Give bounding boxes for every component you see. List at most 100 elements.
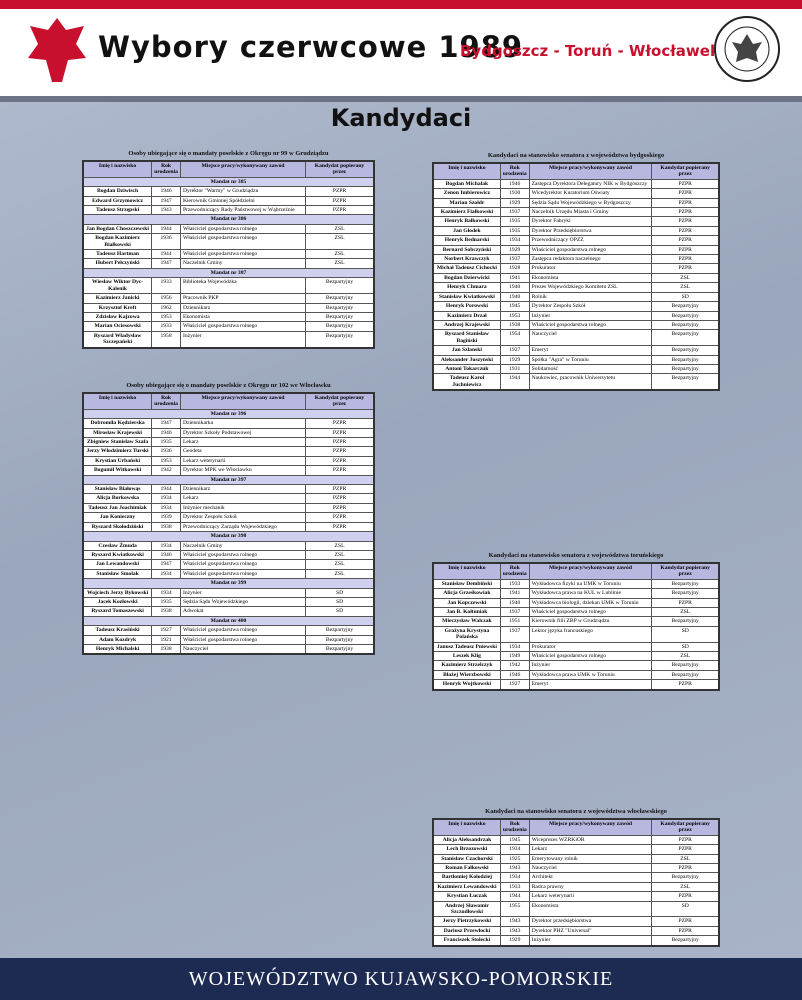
- candidate-row: Andrzej Sławomir Szczudłowski 1955 Ekonomi…: [432, 900, 720, 918]
- cell: Alicja Grześkowiak: [432, 588, 501, 599]
- cell: 1944: [151, 223, 181, 235]
- cell: 1933: [151, 277, 181, 295]
- cell: PZPR: [651, 263, 720, 274]
- cell: Henryk Chmara: [432, 282, 501, 293]
- candidate-row: Kazimierz Fiałkowski 1937 Naczelnik Urzędu…: [432, 207, 720, 218]
- candidate-row: Kazimierz Lewandowski 1933 Radca prawny ZSL: [432, 881, 720, 893]
- cell: PZPR: [305, 205, 375, 216]
- heading: Kandydaci: [330, 104, 472, 132]
- cell: ZSL: [305, 549, 375, 561]
- cell: Mandat nr 397: [82, 474, 375, 486]
- cell: PZPR: [305, 186, 375, 197]
- cell: Bezpartyjny: [305, 625, 375, 636]
- cell: 1934: [499, 235, 530, 246]
- candidate-row: Stanisław Kwiatkowski 1940 Rolnik SD: [432, 291, 720, 303]
- cell: Andrzej Sławomir Szczudłowski: [432, 900, 501, 918]
- cell: 1942: [499, 660, 530, 671]
- candidate-row: Jan Lewandowski 1947 Właściciel gospodarst…: [82, 559, 375, 570]
- candidate-row: Michał Tadeusz Cichocki 1928 Prokurator PZP…: [432, 263, 720, 274]
- cell: Jan Głodek: [432, 225, 501, 237]
- cell: Ryszard Stanisław Bagiński: [432, 329, 501, 347]
- cell: 1929: [499, 197, 530, 209]
- cell: Naukowiec, pracownik Uniwersytetu: [528, 373, 653, 391]
- cell: 1949: [499, 651, 530, 662]
- cell: Roman Fałkowski: [432, 863, 501, 874]
- cell: Bezpartyjny: [651, 578, 720, 590]
- cell: 1937: [499, 607, 530, 618]
- cell: Bezpartyjny: [305, 321, 375, 332]
- cell: Właściciel gospodarstwa rolnego: [179, 223, 307, 235]
- cell: Adam Kozdryk: [82, 634, 153, 645]
- candidate-row: Alicja Grześkowiak 1941 Wykładowca prawa n…: [432, 588, 720, 599]
- candidate-row: Jacek Kozłowski 1935 Sędzia Sądu Wojewódzk…: [82, 596, 375, 608]
- cell: 1945: [499, 301, 530, 312]
- cell: 1946: [499, 669, 530, 681]
- cell: 1953: [151, 311, 181, 323]
- candidate-row: Tadeusz Karol Juchniewicz 1944 Naukowiec, …: [432, 373, 720, 391]
- column-header: Rok urodzenia: [151, 160, 181, 178]
- cell: Jan Konieczny: [82, 512, 153, 523]
- cell: 1946: [499, 178, 530, 190]
- cell: 1936: [151, 233, 181, 251]
- candidate-row: Krystian Łuczak 1944 Lekarz weterynarii PZP…: [432, 891, 720, 902]
- candidate-row: Jan Kopczewski 1940 Wykładowca biologii, d…: [432, 597, 720, 609]
- cell: Sędzia Sądu Wojewódzkiego w Bydgoszczy: [528, 197, 653, 209]
- cell: ZSL: [305, 249, 375, 260]
- cell: Tadeusz Krasiński: [82, 625, 153, 636]
- cell: 1942: [151, 465, 181, 476]
- cell: Tadeusz Jan Joachimiak: [82, 502, 153, 514]
- cell: SD: [651, 900, 720, 918]
- candidate-row: Mieczysław Walczak 1951 Kierownik filii ZB…: [432, 616, 720, 627]
- cell: Lekarz: [528, 844, 653, 855]
- cell: Przewodniczący Rady Państwowej w Wąbrzeź…: [179, 205, 307, 216]
- cell: Tadeusz Strzępski: [82, 205, 153, 216]
- cell: 1938: [499, 319, 530, 331]
- column-header: Kandydat popierany przez: [651, 562, 720, 580]
- header: Wybory czerwcowe 1989 Bydgoszcz - Toruń …: [0, 0, 802, 96]
- cell: Właściciel gospodarstwa rolnego: [179, 559, 307, 570]
- mandate-row: Mandat nr 398: [82, 531, 375, 542]
- cell: PZPR: [305, 455, 375, 467]
- cell: Mandat nr 387: [82, 267, 375, 279]
- candidate-row: Tadeusz Hartman 1944 Właściciel gospodarst…: [82, 249, 375, 260]
- cell: Prezes Wojewódzkiego Komitetu ZSL: [528, 282, 653, 293]
- cell: Bezpartyjny: [651, 935, 720, 947]
- cell: Hubert Pełczyński: [82, 258, 153, 269]
- candidate-row: Bartłomiej Kołodziej 1934 Architekt Bezpart…: [432, 872, 720, 883]
- cell: 1930: [499, 188, 530, 199]
- cell: 1945: [499, 834, 530, 846]
- header-row: Imię i nazwisko Rok urodzenia Miejsce prac…: [82, 160, 375, 178]
- candidate-row: Adam Kozdryk 1921 Właściciel gospodarstwa …: [82, 634, 375, 645]
- cell: ZSL: [305, 568, 375, 580]
- cell: Henryk Michalski: [82, 643, 153, 655]
- cell: PZPR: [305, 418, 375, 429]
- cell: PZPR: [305, 484, 375, 495]
- candidate-row: Stanisław Czachorski 1925 Emerytowany roln…: [432, 853, 720, 865]
- candidate-row: Henryk Chmara 1940 Prezes Wojewódzkiego Ko…: [432, 282, 720, 293]
- cell: 1951: [499, 616, 530, 627]
- cell: Dziennikarz: [179, 302, 307, 313]
- column-header: Rok urodzenia: [499, 562, 530, 580]
- cell: 1933: [151, 321, 181, 332]
- cell: Jan Kopczewski: [432, 597, 501, 609]
- cell: Ekonomista: [528, 900, 653, 918]
- candidate-row: Ryszard Skołodziński 1938 Przewodniczący Z…: [82, 521, 375, 533]
- cell: Mandat nr 396: [82, 408, 375, 420]
- cell: 1944: [151, 484, 181, 495]
- cell: Ryszard Kwiatkowski: [82, 549, 153, 561]
- cell: Lekarz weterynarii: [528, 891, 653, 902]
- cell: Lekarz weterynarii: [179, 455, 307, 467]
- cell: ZSL: [651, 881, 720, 893]
- cell: Bezpartyjny: [305, 293, 375, 304]
- cell: Naczelnik Urzędu Miasta i Gminy: [528, 207, 653, 218]
- cell: Właściciel gospodarstwa rolnego: [528, 651, 653, 662]
- candidate-row: Jan Konieczny 1939 Dyrektor Zespołu Szkół P…: [82, 512, 375, 523]
- cell: ZSL: [305, 559, 375, 570]
- candidate-row: Bogdan Dzierwicki 1941 Ekonomista ZSL: [432, 272, 720, 284]
- header-row: Imię i nazwisko Rok urodzenia Miejsce prac…: [432, 562, 720, 580]
- cell: Alicja Borkowska: [82, 493, 153, 504]
- column-header: Imię i nazwisko: [82, 160, 153, 178]
- cell: 1962: [151, 302, 181, 313]
- cell: Biblioteka Wojewódzka: [179, 277, 307, 295]
- cell: Dyrektor MPK we Włocławku: [179, 465, 307, 476]
